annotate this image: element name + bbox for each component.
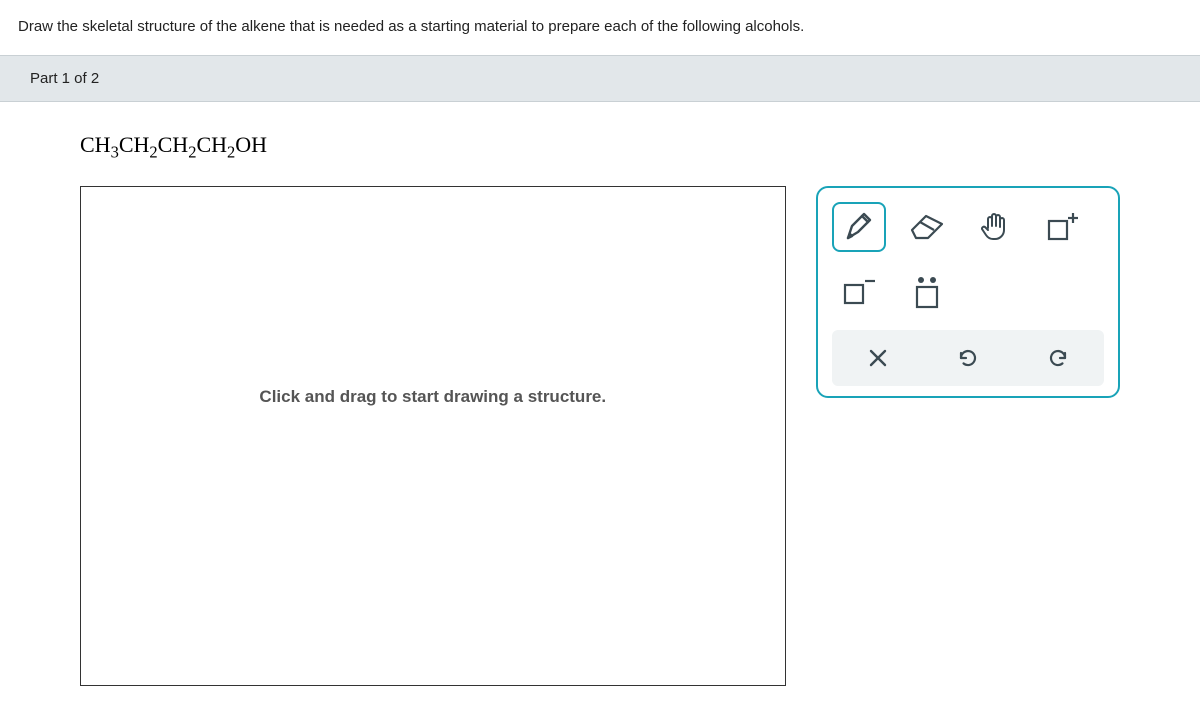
question-text: Draw the skeletal structure of the alken… [0, 0, 1200, 55]
charge-plus-icon [1043, 209, 1083, 245]
hand-icon [978, 210, 1012, 244]
workspace-row: Click and drag to start drawing a struct… [80, 186, 1120, 686]
charge-minus-tool-button[interactable] [832, 266, 886, 316]
toolbox [816, 186, 1120, 398]
undo-button[interactable] [938, 340, 998, 376]
canvas-hint: Click and drag to start drawing a struct… [151, 385, 714, 409]
draw-tool-button[interactable] [832, 202, 886, 252]
drawing-canvas[interactable]: Click and drag to start drawing a struct… [80, 186, 786, 686]
charge-minus-icon [839, 273, 879, 309]
charge-plus-tool-button[interactable] [1036, 202, 1090, 252]
tool-row-1 [832, 202, 1104, 252]
part-body: CH3CH2CH2CH2OH Click and drag to start d… [0, 102, 1200, 716]
lone-pair-tool-button[interactable] [900, 266, 954, 316]
action-row [832, 330, 1104, 386]
erase-tool-button[interactable] [900, 202, 954, 252]
pencil-icon [842, 210, 876, 244]
target-formula: CH3CH2CH2CH2OH [80, 132, 1120, 162]
eraser-icon [908, 212, 946, 242]
lone-pair-icon [907, 271, 947, 311]
move-tool-button[interactable] [968, 202, 1022, 252]
tool-row-2 [832, 266, 1104, 316]
close-icon [868, 348, 888, 368]
clear-button[interactable] [848, 340, 908, 376]
undo-icon [956, 346, 980, 370]
redo-button[interactable] [1028, 340, 1088, 376]
redo-icon [1046, 346, 1070, 370]
part-header: Part 1 of 2 [0, 55, 1200, 102]
